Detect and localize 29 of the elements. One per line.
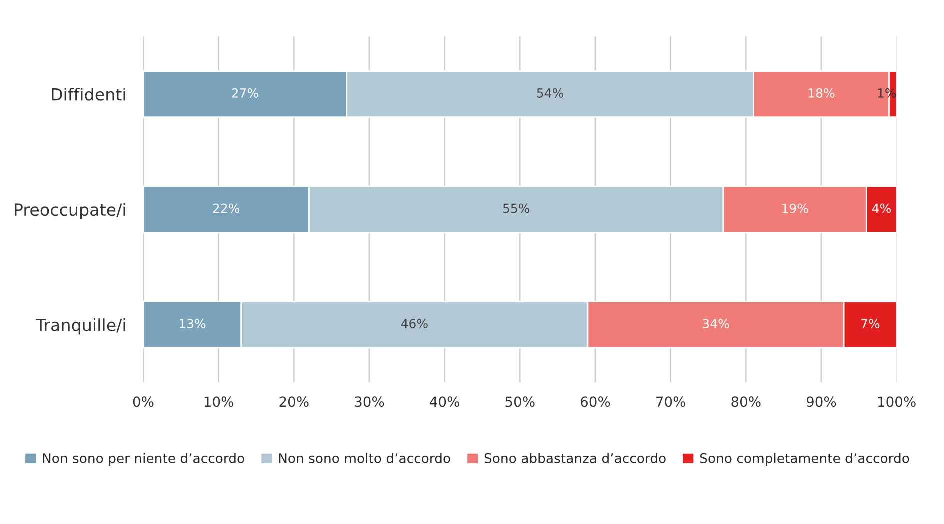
x-tick-label: 40% (430, 396, 460, 408)
data-label: 22% (213, 204, 240, 214)
x-tick-label: 80% (732, 396, 761, 408)
data-label: 54% (537, 88, 564, 98)
x-tick-label: 60% (581, 396, 610, 408)
data-label: 18% (808, 88, 835, 98)
y-tick-label: Diffidenti (52, 88, 126, 101)
x-tick-label: 90% (806, 396, 836, 408)
data-label: 27% (232, 88, 258, 98)
legend-label: Sono completamente d’accordo (700, 453, 910, 466)
legend-label: Non sono molto d’accordo (279, 453, 450, 464)
x-tick-label: 50% (506, 396, 535, 408)
data-label: 13% (180, 319, 206, 329)
x-tick-label: 10% (204, 396, 234, 408)
x-tick-label: 100% (878, 396, 916, 408)
x-tick-label: 30% (355, 396, 384, 408)
x-tick-label: 0% (133, 396, 154, 408)
data-label: 7% (862, 319, 880, 329)
data-label: 34% (703, 319, 730, 329)
y-tick-label: Tranquille/i (36, 318, 126, 335)
data-label: 55% (503, 204, 530, 214)
x-tick-label: 20% (280, 396, 309, 408)
legend-label: Sono abbastanza d’accordo (484, 453, 666, 464)
y-tick-label: Preoccupate/i (15, 203, 126, 220)
data-label: 4% (872, 204, 891, 214)
x-tick-label: 70% (656, 396, 686, 408)
data-label: 46% (401, 319, 428, 329)
legend-label: Non sono per niente d’accordo (43, 453, 244, 466)
data-label: 19% (782, 204, 808, 214)
